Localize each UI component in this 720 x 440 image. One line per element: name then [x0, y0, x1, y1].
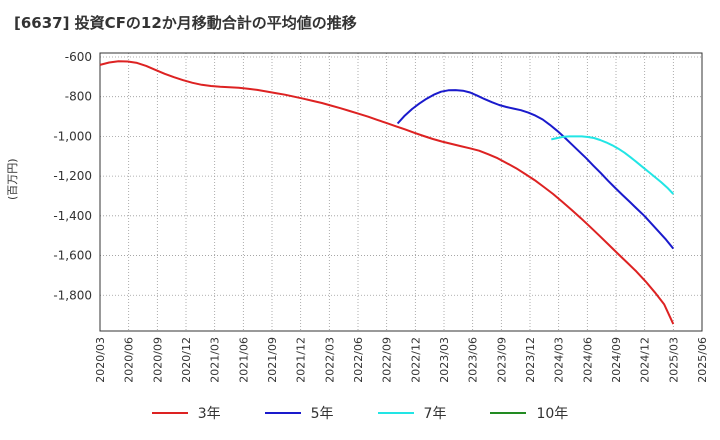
series-lines [99, 60, 675, 325]
x-tick-label: 2023/12 [524, 337, 537, 383]
legend-label: 5年 [310, 406, 334, 422]
x-tick-label: 2023/09 [495, 337, 508, 383]
legend-swatch [264, 412, 301, 414]
x-tick-label: 2020/09 [151, 337, 164, 383]
legend-item: 10年 [490, 403, 568, 423]
x-tick-label: 2021/03 [209, 337, 222, 383]
legend-swatch [490, 412, 527, 414]
x-tick-label: 2024/12 [639, 337, 652, 383]
series-line-5年 [396, 89, 675, 250]
series-line-3年 [99, 60, 675, 325]
legend-item: 3年 [151, 403, 221, 423]
y-tick-label: -600 [65, 50, 92, 64]
legend-item: 7年 [377, 403, 447, 423]
y-tick-label: -1,000 [53, 129, 92, 143]
grid [99, 53, 703, 331]
x-tick-label: 2022/03 [323, 337, 336, 383]
x-tick-label: 2023/03 [438, 337, 451, 383]
x-tick-label: 2020/06 [123, 337, 136, 383]
legend-label: 3年 [197, 406, 221, 422]
chart-title: [6637] 投資CFの12か月移動合計の平均値の推移 [14, 14, 357, 32]
x-tick-label: 2025/06 [696, 337, 709, 383]
legend-label: 10年 [536, 406, 569, 422]
plot-frame [99, 52, 703, 332]
y-tick-label: -1,800 [53, 288, 92, 302]
x-tick-label: 2023/06 [467, 337, 480, 383]
legend: 3年 5年 7年 10年 [0, 403, 720, 423]
y-tick-label: -1,600 [53, 249, 92, 263]
x-tick-label: 2021/12 [295, 337, 308, 383]
legend-swatch [377, 412, 414, 414]
x-tick-label: 2024/09 [610, 337, 623, 383]
x-tick-label: 2022/06 [352, 337, 365, 383]
x-tick-label: 2024/06 [581, 337, 594, 383]
x-tick-label: 2022/12 [409, 337, 422, 383]
legend-item: 5年 [264, 403, 334, 423]
x-tick-label: 2020/03 [94, 337, 107, 383]
axes: -600 -800 -1,000 -1,200 -1,400 -1,600 -1,800 20… [53, 50, 709, 383]
x-tick-label: 2021/09 [266, 337, 279, 383]
y-tick-label: -1,200 [53, 169, 92, 183]
legend-swatch [151, 412, 188, 414]
y-axis-label: (百万円) [6, 158, 19, 200]
y-tick-label: -1,400 [53, 209, 92, 223]
x-tick-label: 2021/06 [237, 337, 250, 383]
y-tick-label: -800 [65, 90, 92, 104]
x-tick-label: 2025/03 [667, 337, 680, 383]
x-tick-label: 2022/09 [381, 337, 394, 383]
series-line-7年 [551, 135, 675, 195]
x-tick-label: 2024/03 [553, 337, 566, 383]
legend-label: 7年 [423, 406, 447, 422]
x-tick-label: 2020/12 [180, 337, 193, 383]
